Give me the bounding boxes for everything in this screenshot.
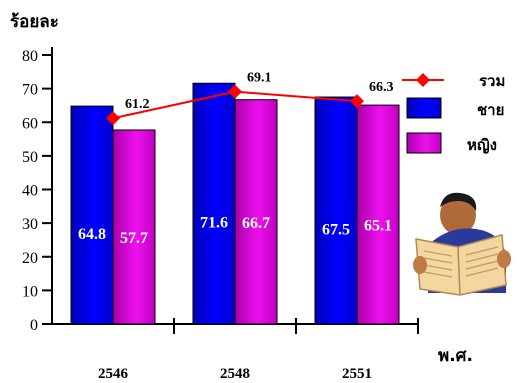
axes: 0 10 20 30 40 50 60 70 80 2546 2548 2551 — [22, 47, 419, 382]
bar-label-female: 66.7 — [242, 215, 270, 232]
y-tick-label: 0 — [30, 317, 38, 334]
person-reading-newspaper-icon — [413, 192, 511, 296]
y-tick-label: 50 — [22, 149, 38, 166]
legend-swatch-male — [406, 97, 442, 119]
bar-female — [112, 129, 156, 325]
y-tick-label: 40 — [22, 183, 38, 200]
bar-male — [314, 96, 358, 325]
x-tick-label: 2546 — [98, 366, 129, 382]
total-line-label: 61.2 — [125, 97, 150, 112]
total-line-point — [350, 94, 364, 109]
total-line-point — [228, 84, 242, 99]
bar-female — [234, 99, 278, 325]
y-tick-label: 80 — [22, 48, 38, 65]
bar-label-male: 71.6 — [200, 215, 228, 232]
legend-label-female: หญิง — [467, 136, 497, 154]
y-axis-title: ร้อยละ — [10, 12, 59, 32]
bar-label-male: 64.8 — [78, 226, 106, 243]
y-tick-label: 20 — [22, 250, 38, 267]
total-line-label: 69.1 — [247, 71, 272, 86]
y-tick-label: 60 — [22, 115, 38, 132]
x-tick-label: 2548 — [220, 366, 250, 382]
legend-line-marker — [416, 73, 430, 87]
bar-label-male: 67.5 — [322, 222, 350, 239]
bar-female — [356, 104, 400, 325]
bar-label-female: 57.7 — [120, 230, 148, 247]
bar-male — [192, 82, 236, 325]
total-line-label: 66.3 — [369, 80, 394, 95]
y-tick-label: 30 — [22, 216, 38, 233]
x-tick-label: 2551 — [342, 366, 372, 382]
bar-male — [70, 105, 114, 325]
legend-label-male: ชาย — [477, 101, 504, 119]
legend-swatch-female — [406, 132, 442, 154]
bars: 64.8 57.7 71.6 66.7 67.5 65.1 — [70, 82, 400, 325]
legend-label-total: รวม — [479, 72, 505, 90]
y-tick-label: 70 — [22, 82, 38, 99]
x-axis-title: พ.ศ. — [438, 346, 473, 366]
total-line: 61.2 69.1 66.3 — [106, 71, 394, 126]
y-tick-label: 10 — [22, 283, 38, 300]
total-line-point — [106, 111, 120, 126]
bar-label-female: 65.1 — [364, 218, 392, 235]
